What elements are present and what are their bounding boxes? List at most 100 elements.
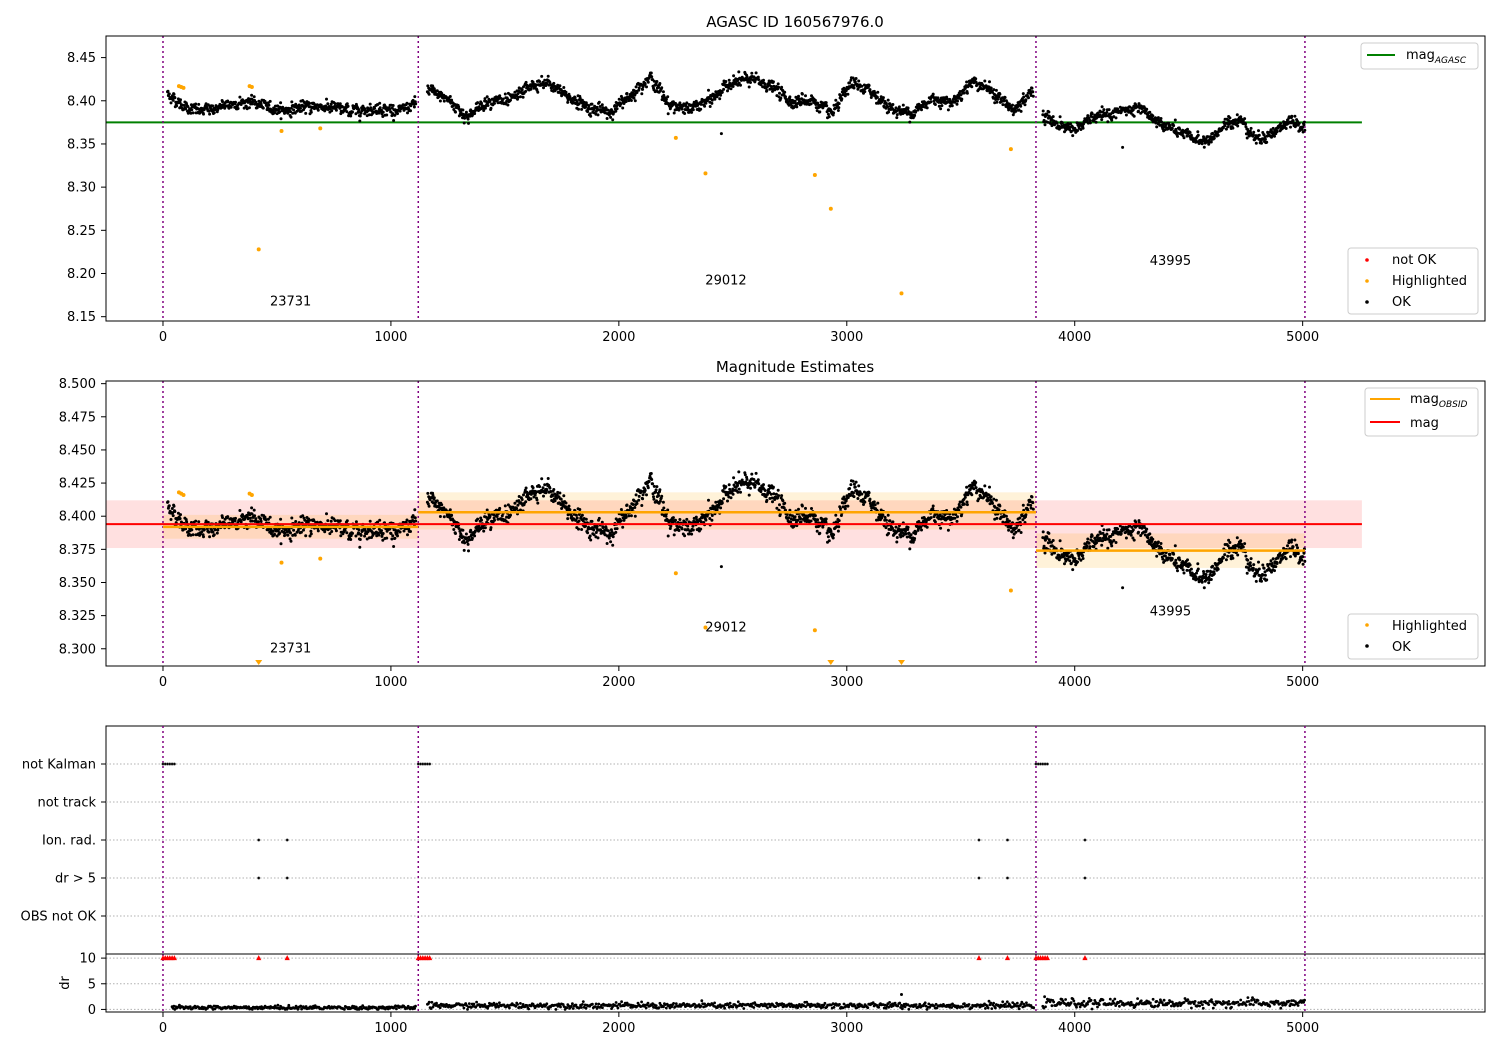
ok-point [414, 516, 417, 519]
ok-point [1024, 513, 1027, 516]
ok-point [294, 520, 297, 523]
ok-point [1231, 127, 1234, 130]
ok-point [458, 538, 461, 541]
ok-point [614, 531, 617, 534]
ok-point [516, 504, 519, 507]
ok-point [461, 109, 464, 112]
ok-point [1276, 130, 1279, 133]
ok-point [711, 99, 714, 102]
ok-point [382, 111, 385, 114]
ok-point [493, 102, 496, 105]
ok-point [732, 74, 735, 77]
ok-point [737, 470, 740, 473]
ok-point [552, 82, 555, 85]
ok-point [197, 103, 200, 106]
ok-point [1273, 135, 1276, 138]
ok-point [428, 505, 431, 508]
ok-point [1298, 122, 1301, 125]
ok-point [655, 485, 658, 488]
ok-point [602, 526, 605, 529]
ok-point [1186, 128, 1189, 131]
ok-point [490, 526, 493, 529]
ok-point [947, 529, 950, 532]
ok-point [645, 85, 648, 88]
ok-point [1044, 123, 1047, 126]
ok-point [700, 520, 703, 523]
ok-point [750, 72, 753, 75]
ok-point [360, 534, 363, 537]
ok-point [473, 112, 476, 115]
ok-point [771, 500, 774, 503]
ok-point [732, 85, 735, 88]
ok-point [692, 529, 695, 532]
panel1-legend-upper: magAGASC [1361, 43, 1478, 69]
ok-point [589, 539, 592, 542]
ok-point [540, 75, 543, 78]
ok-point [1243, 117, 1246, 120]
ok-point [304, 534, 307, 537]
ok-point [837, 106, 840, 109]
ok-point [797, 95, 800, 98]
x-tick-label: 1000 [374, 330, 407, 345]
ok-point [887, 111, 890, 114]
ok-point [596, 525, 599, 528]
ok-point [852, 491, 855, 494]
ok-point [262, 107, 265, 110]
ok-point [827, 113, 830, 116]
ok-point [640, 504, 643, 507]
ok-point [396, 112, 399, 115]
ok-point [846, 93, 849, 96]
ok-point [765, 89, 768, 92]
ok-point [699, 108, 702, 111]
ok-point [907, 107, 910, 110]
ok-point [876, 96, 879, 99]
ok-point [956, 520, 959, 523]
ok-point [780, 86, 783, 89]
ok-point [179, 98, 182, 101]
ok-point [1169, 553, 1172, 556]
ok-point [469, 529, 472, 532]
ok-point [1155, 555, 1158, 558]
ok-point [609, 540, 612, 543]
ok-point [358, 528, 361, 531]
ok-point [939, 107, 942, 110]
panel2-title: Magnitude Estimates [716, 358, 874, 376]
ok-point [326, 519, 329, 522]
ok-point [234, 520, 237, 523]
panel1-legend-lower: not OK Highlighted OK [1348, 248, 1478, 314]
ok-point [707, 499, 710, 502]
ok-point [966, 501, 969, 504]
ok-point [414, 102, 417, 105]
ok-point [891, 520, 894, 523]
ok-point [772, 486, 775, 489]
ok-point [764, 83, 767, 86]
ok-point [1285, 127, 1288, 130]
ok-point [887, 532, 890, 535]
ok-point [1101, 539, 1104, 542]
ok-point [467, 122, 470, 125]
ok-point [1052, 539, 1055, 542]
ok-point [1091, 112, 1094, 115]
ok-point [237, 107, 240, 110]
ok-point [667, 112, 670, 115]
ok-point [920, 529, 923, 532]
ok-point [1110, 544, 1113, 547]
ok-point [167, 500, 170, 503]
ok-point [804, 507, 807, 510]
ok-point [926, 106, 929, 109]
ok-point [1086, 538, 1089, 541]
ok-point [683, 534, 686, 537]
ok-point [757, 76, 760, 79]
ok-point [882, 96, 885, 99]
ok-point [1110, 119, 1113, 122]
ok-point [1050, 553, 1053, 556]
ok-point [1024, 103, 1027, 106]
y-tick-label: 8.40 [67, 94, 96, 109]
ok-point [1086, 544, 1089, 547]
ok-point [515, 507, 518, 510]
ok-point [722, 497, 725, 500]
ok-point [585, 518, 588, 521]
ok-point [330, 520, 333, 523]
ok-point [1106, 547, 1109, 550]
